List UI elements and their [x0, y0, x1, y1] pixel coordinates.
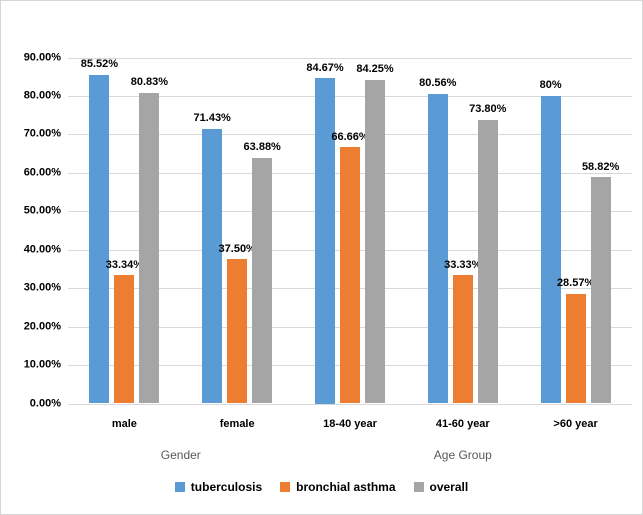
y-axis-tick-label: 10.00%	[23, 358, 61, 371]
gridline	[68, 57, 632, 59]
y-axis-tick-label: 60.00%	[23, 166, 61, 179]
bar-tuberculosis-female	[202, 128, 223, 404]
y-axis-tick-label: 20.00%	[23, 320, 61, 333]
legend-item-tuberculosis: tuberculosis	[174, 480, 263, 494]
y-axis-tick-label: 80.00%	[23, 89, 61, 102]
bar-tuberculosis-41-60-year	[427, 93, 448, 404]
data-label-bronchial-asthma-male: 33.34%	[105, 258, 144, 271]
legend-swatch-bronchial-asthma-icon	[280, 482, 291, 492]
y-axis-tick-label: 0.00%	[29, 397, 61, 409]
gridline	[68, 95, 632, 97]
y-axis-tick-label: 70.00%	[23, 127, 61, 140]
data-label-bronchial-asthma-18-40-year: 66.66%	[331, 130, 369, 143]
bar-overall-60-year	[590, 177, 611, 404]
category-label-60-year: >60 year	[553, 418, 598, 430]
bar-bronchial-asthma-60-year	[565, 293, 586, 404]
legend-label-overall: overall	[429, 480, 469, 494]
data-label-overall-60-year: 58.82%	[581, 160, 620, 173]
bar-overall-female	[252, 157, 273, 404]
x-axis-line	[68, 403, 632, 405]
bar-overall-41-60-year	[477, 119, 498, 404]
data-label-overall-41-60-year: 73.80%	[469, 103, 507, 116]
bar-bronchial-asthma-female	[227, 259, 248, 404]
bar-tuberculosis-18-40-year	[315, 78, 335, 404]
legend-swatch-overall-icon	[413, 482, 424, 492]
category-label-41-60-year: 41-60 year	[435, 418, 490, 430]
data-label-overall-18-40-year: 84.25%	[356, 63, 394, 76]
y-axis-tick-label: 30.00%	[23, 281, 61, 294]
gridline	[68, 134, 632, 136]
data-label-tuberculosis-60-year: 80%	[539, 79, 562, 92]
bar-bronchial-asthma-41-60-year	[452, 275, 473, 404]
bar-bronchial-asthma-male	[114, 275, 135, 404]
legend: tuberculosis bronchial asthma overall	[1, 480, 642, 494]
legend-swatch-tuberculosis-icon	[174, 482, 185, 492]
legend-item-bronchial-asthma: bronchial asthma	[280, 480, 396, 494]
y-axis-tick-label: 90.00%	[23, 51, 61, 63]
bar-tuberculosis-male	[89, 74, 110, 404]
category-label-female: female	[219, 418, 255, 430]
data-label-tuberculosis-41-60-year: 80.56%	[419, 77, 457, 90]
data-label-tuberculosis-18-40-year: 84.67%	[306, 61, 344, 74]
legend-item-overall: overall	[413, 480, 469, 494]
bar-overall-18-40-year	[365, 79, 385, 404]
bar-bronchial-asthma-18-40-year	[340, 147, 360, 404]
y-axis-tick-label: 50.00%	[23, 204, 61, 217]
category-label-18-40-year: 18-40 year	[323, 418, 377, 430]
data-label-bronchial-asthma-41-60-year: 33.33%	[444, 258, 482, 271]
data-label-tuberculosis-female: 71.43%	[193, 112, 231, 125]
axis-group-label-gender: Gender	[160, 448, 201, 462]
data-label-overall-female: 63.88%	[243, 141, 281, 154]
axis-group-label-age-group: Age Group	[433, 448, 492, 462]
data-label-tuberculosis-male: 85.52%	[80, 58, 119, 71]
data-label-overall-male: 80.83%	[130, 76, 169, 89]
bar-tuberculosis-60-year	[540, 95, 561, 404]
data-label-bronchial-asthma-female: 37.50%	[218, 242, 256, 255]
y-axis-tick-label: 40.00%	[23, 243, 61, 256]
data-label-bronchial-asthma-60-year: 28.57%	[556, 277, 595, 290]
legend-label-tuberculosis: tuberculosis	[190, 480, 263, 494]
category-label-male: male	[111, 418, 137, 430]
bar-overall-male	[139, 92, 160, 404]
legend-label-bronchial-asthma: bronchial asthma	[296, 480, 396, 494]
